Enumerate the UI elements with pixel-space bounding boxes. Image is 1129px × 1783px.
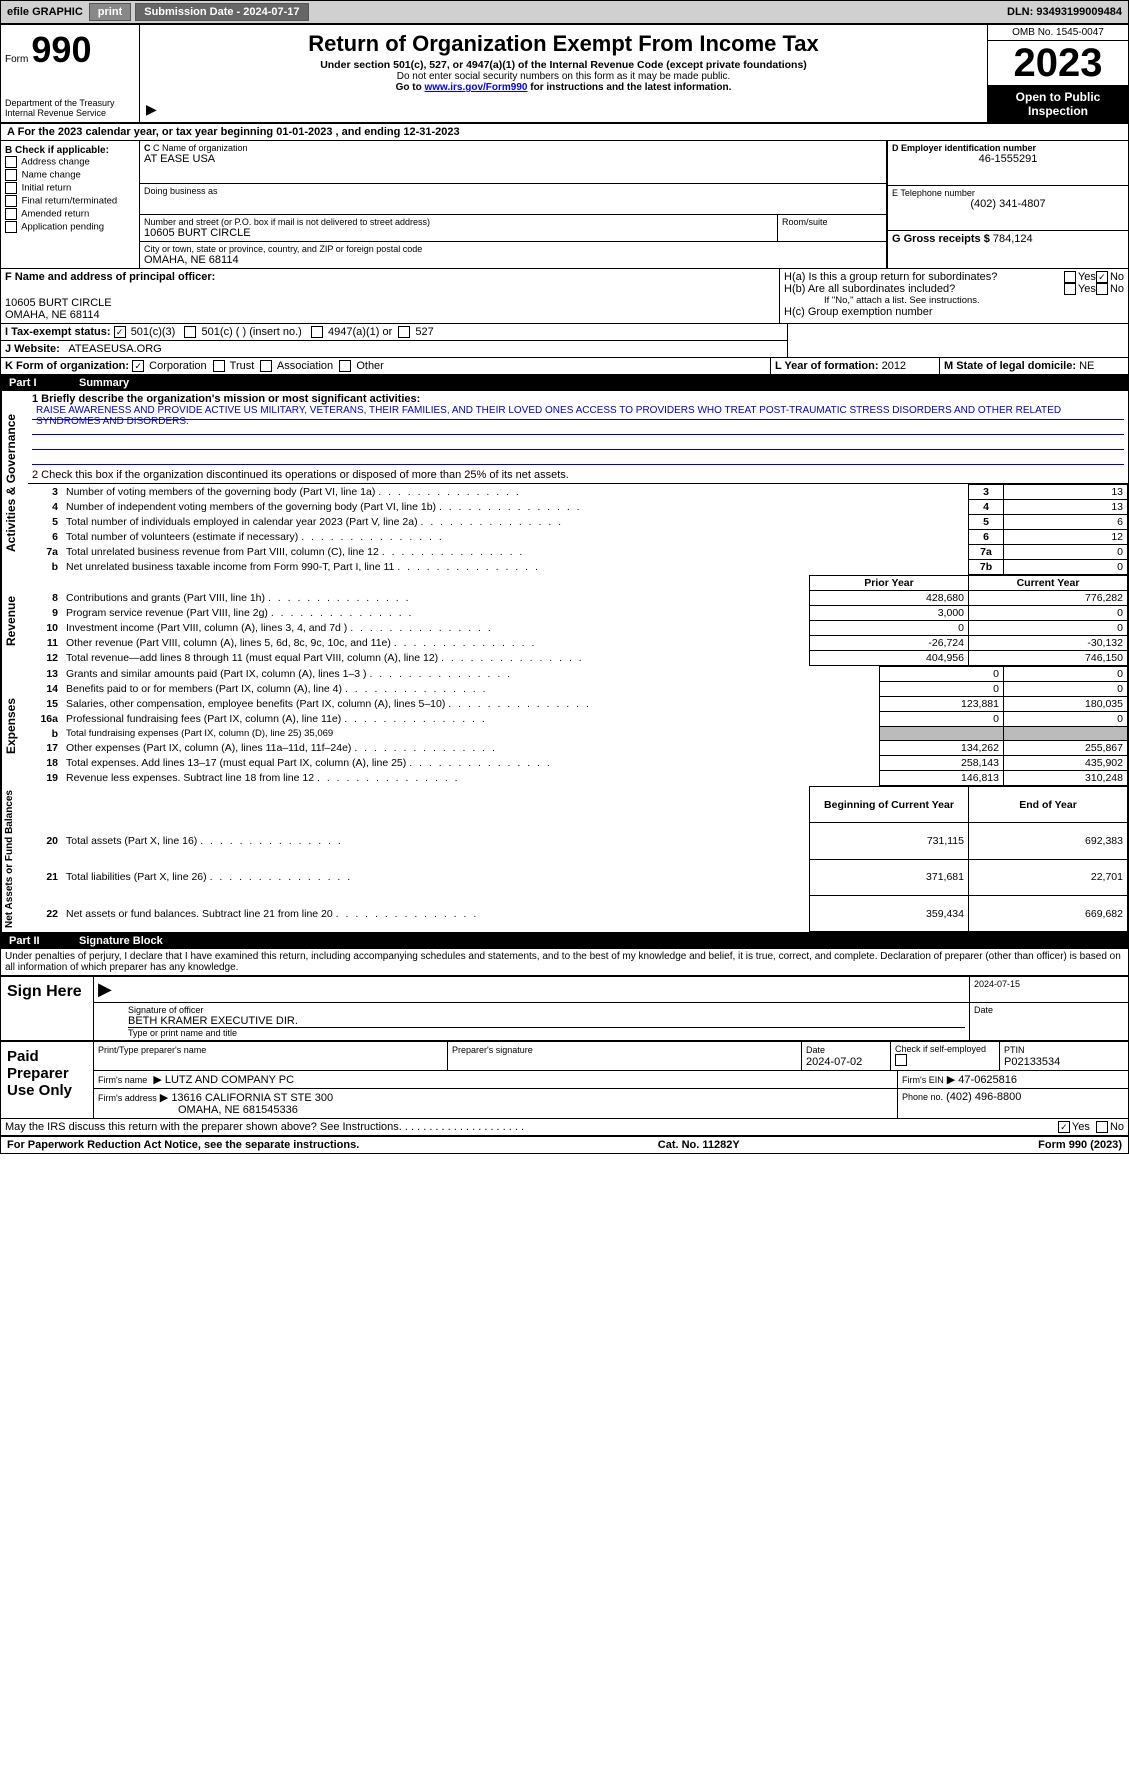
efile-label: efile GRAPHIC — [1, 6, 89, 18]
revenue-section: Revenue Prior Year Current Year8 Contrib… — [1, 575, 1128, 666]
officer-name: BETH KRAMER EXECUTIVE DIR. — [128, 1015, 965, 1027]
form-number-block: Form 990 Department of the Treasury Inte… — [1, 25, 140, 122]
revenue-table: Prior Year Current Year8 Contributions a… — [28, 575, 1128, 666]
dln-label: DLN: 93493199009484 — [1001, 6, 1128, 18]
subtitle-1: Under section 501(c), 527, or 4947(a)(1)… — [150, 59, 977, 71]
section-c-block: C C Name of organization AT EASE USA Doi… — [140, 141, 887, 268]
form-header: Form 990 Department of the Treasury Inte… — [1, 25, 1128, 124]
sidebar-expenses: Expenses — [1, 666, 28, 786]
section-b-checks: B Check if applicable: Address change Na… — [1, 141, 140, 268]
mission-text: RAISE AWARENESS AND PROVIDE ACTIVE US MI… — [32, 405, 1124, 420]
phone: (402) 341-4807 — [892, 198, 1124, 210]
entity-info-row: B Check if applicable: Address change Na… — [1, 141, 1128, 269]
perjury-statement: Under penalties of perjury, I declare th… — [1, 949, 1128, 975]
form-title: Return of Organization Exempt From Incom… — [150, 31, 977, 57]
section-h: H(a) Is this a group return for subordin… — [780, 269, 1128, 323]
sidebar-governance: Activities & Governance — [1, 391, 28, 575]
right-info-block: D Employer identification number 46-1555… — [887, 141, 1128, 268]
title-block: Return of Organization Exempt From Incom… — [140, 25, 987, 122]
form-word: Form — [5, 54, 28, 65]
governance-section: Activities & Governance 1 Briefly descri… — [1, 391, 1128, 575]
governance-table: 3 Number of voting members of the govern… — [28, 484, 1128, 575]
subtitle-2: Do not enter social security numbers on … — [150, 71, 977, 82]
part-2-header: Part II Signature Block — [1, 933, 1128, 949]
street-address: 10605 BURT CIRCLE — [144, 227, 773, 239]
officer-addr1: 10605 BURT CIRCLE — [5, 297, 775, 309]
check-item[interactable]: Name change — [5, 169, 135, 181]
website: ATEASEUSA.ORG — [68, 343, 161, 355]
netassets-table: Beginning of Current Year End of Year20 … — [28, 786, 1128, 932]
expenses-section: Expenses 13 Grants and similar amounts p… — [1, 666, 1128, 786]
submission-date: Submission Date - 2024-07-17 — [135, 3, 308, 21]
calendar-year-row: A For the 2023 calendar year, or tax yea… — [1, 124, 1128, 141]
sign-here-block: Sign Here ▶ 2024-07-15 Signature of offi… — [1, 975, 1128, 1040]
officer-addr2: OMAHA, NE 68114 — [5, 309, 775, 321]
sidebar-revenue: Revenue — [1, 575, 28, 666]
open-inspection: Open to Public Inspection — [988, 86, 1128, 122]
department: Department of the Treasury Internal Reve… — [5, 98, 135, 118]
check-item[interactable]: Initial return — [5, 182, 135, 194]
check-item[interactable]: Amended return — [5, 208, 135, 220]
instructions-link[interactable]: www.irs.gov/Form990 — [424, 82, 527, 93]
subtitle-3: Go to www.irs.gov/Form990 for instructio… — [150, 82, 977, 93]
check-item[interactable]: Final return/terminated — [5, 195, 135, 207]
omb-number: OMB No. 1545-0047 — [988, 25, 1128, 41]
gross-receipts: 784,124 — [993, 233, 1033, 245]
tax-year: 2023 — [988, 41, 1128, 86]
form-container: efile GRAPHIC print Submission Date - 20… — [0, 0, 1129, 1154]
org-name: AT EASE USA — [144, 153, 882, 165]
top-bar: efile GRAPHIC print Submission Date - 20… — [1, 1, 1128, 25]
discuss-row: May the IRS discuss this return with the… — [1, 1118, 1128, 1136]
arrow-icon: ▶ — [146, 101, 157, 118]
form-org-row: K Form of organization: ✓ Corporation Tr… — [1, 358, 1128, 375]
part-1-header: Part I Summary — [1, 375, 1128, 391]
check-item[interactable]: Application pending — [5, 221, 135, 233]
city-state-zip: OMAHA, NE 68114 — [144, 254, 882, 266]
expenses-table: 13 Grants and similar amounts paid (Part… — [28, 666, 1128, 786]
ein: 46-1555291 — [892, 153, 1124, 165]
form-number: 990 — [31, 29, 91, 70]
year-block: OMB No. 1545-0047 2023 Open to Public In… — [987, 25, 1128, 122]
sidebar-netassets: Net Assets or Fund Balances — [1, 786, 28, 932]
check-item[interactable]: Address change — [5, 156, 135, 168]
footer: For Paperwork Reduction Act Notice, see … — [1, 1136, 1128, 1153]
tax-status-website-row: I Tax-exempt status: ✓ 501(c)(3) 501(c) … — [1, 324, 1128, 358]
paid-preparer-block: Paid Preparer Use Only Print/Type prepar… — [1, 1040, 1128, 1118]
officer-group-row: F Name and address of principal officer:… — [1, 269, 1128, 324]
netassets-section: Net Assets or Fund Balances Beginning of… — [1, 786, 1128, 933]
print-button[interactable]: print — [89, 3, 131, 21]
